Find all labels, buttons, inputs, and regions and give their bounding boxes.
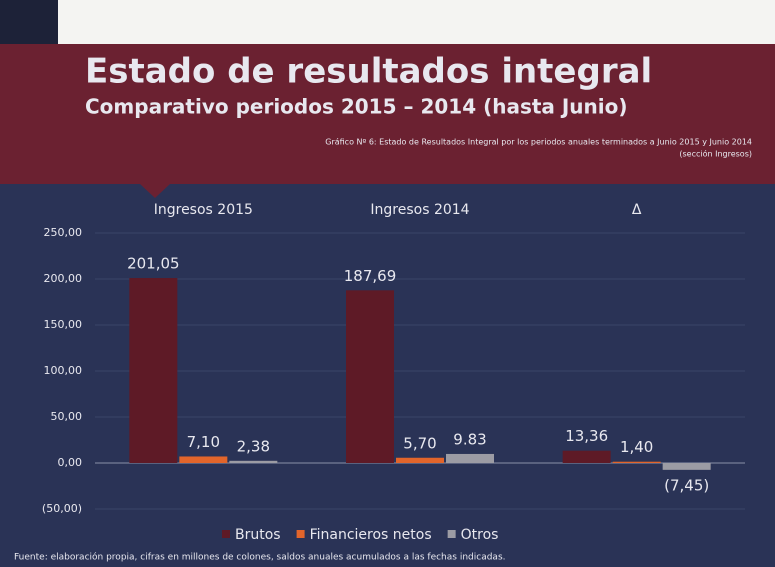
value-label: 187,69 bbox=[344, 267, 397, 285]
y-tick-label: 250,00 bbox=[44, 226, 83, 239]
corner bbox=[0, 0, 58, 44]
banner bbox=[0, 44, 775, 184]
category-label: Δ bbox=[632, 202, 642, 218]
bar bbox=[612, 461, 661, 463]
legend-label: Brutos bbox=[235, 527, 281, 543]
legend-swatch bbox=[447, 530, 456, 538]
value-label: 201,05 bbox=[127, 255, 180, 273]
y-tick-label: 150,00 bbox=[44, 318, 83, 331]
legend-label: Financieros netos bbox=[310, 527, 432, 543]
legend-swatch bbox=[222, 530, 230, 538]
value-label: (7,45) bbox=[664, 476, 709, 494]
bar bbox=[446, 453, 494, 463]
value-label: 7,10 bbox=[187, 433, 220, 451]
legend-label: Otros bbox=[461, 527, 499, 543]
category-label: Ingresos 2014 bbox=[370, 202, 469, 218]
value-label: 9.83 bbox=[453, 430, 486, 448]
y-tick-label: 0,00 bbox=[58, 456, 83, 469]
bar bbox=[346, 290, 394, 463]
banner-pointer bbox=[140, 184, 170, 198]
chart-title: Estado de resultados integral bbox=[85, 52, 652, 92]
caption: Gráfico Nº 6: Estado de Resultados Integ… bbox=[325, 138, 752, 147]
bar bbox=[662, 463, 711, 470]
bar bbox=[179, 456, 228, 463]
category-label: Ingresos 2015 bbox=[154, 202, 253, 218]
value-label: 13,36 bbox=[565, 427, 608, 445]
bar bbox=[129, 278, 178, 463]
y-tick-label: 200,00 bbox=[44, 272, 83, 285]
y-tick-label: 50,00 bbox=[51, 410, 83, 423]
y-tick-label: (50,00) bbox=[42, 502, 82, 515]
legend-swatch bbox=[296, 530, 305, 538]
y-tick-label: 100,00 bbox=[44, 364, 83, 377]
top-strip bbox=[0, 0, 775, 44]
chart-subtitle: Comparativo periodos 2015 – 2014 (hasta … bbox=[85, 95, 628, 119]
source: Fuente: elaboración propia, cifras en mi… bbox=[14, 552, 506, 563]
value-label: 1,40 bbox=[620, 438, 653, 456]
value-label: 5,70 bbox=[403, 434, 436, 452]
bar bbox=[229, 460, 278, 463]
bar bbox=[396, 457, 444, 463]
caption: (sección Ingresos) bbox=[679, 149, 752, 159]
bar bbox=[562, 450, 611, 463]
value-label: 2,38 bbox=[237, 437, 270, 455]
